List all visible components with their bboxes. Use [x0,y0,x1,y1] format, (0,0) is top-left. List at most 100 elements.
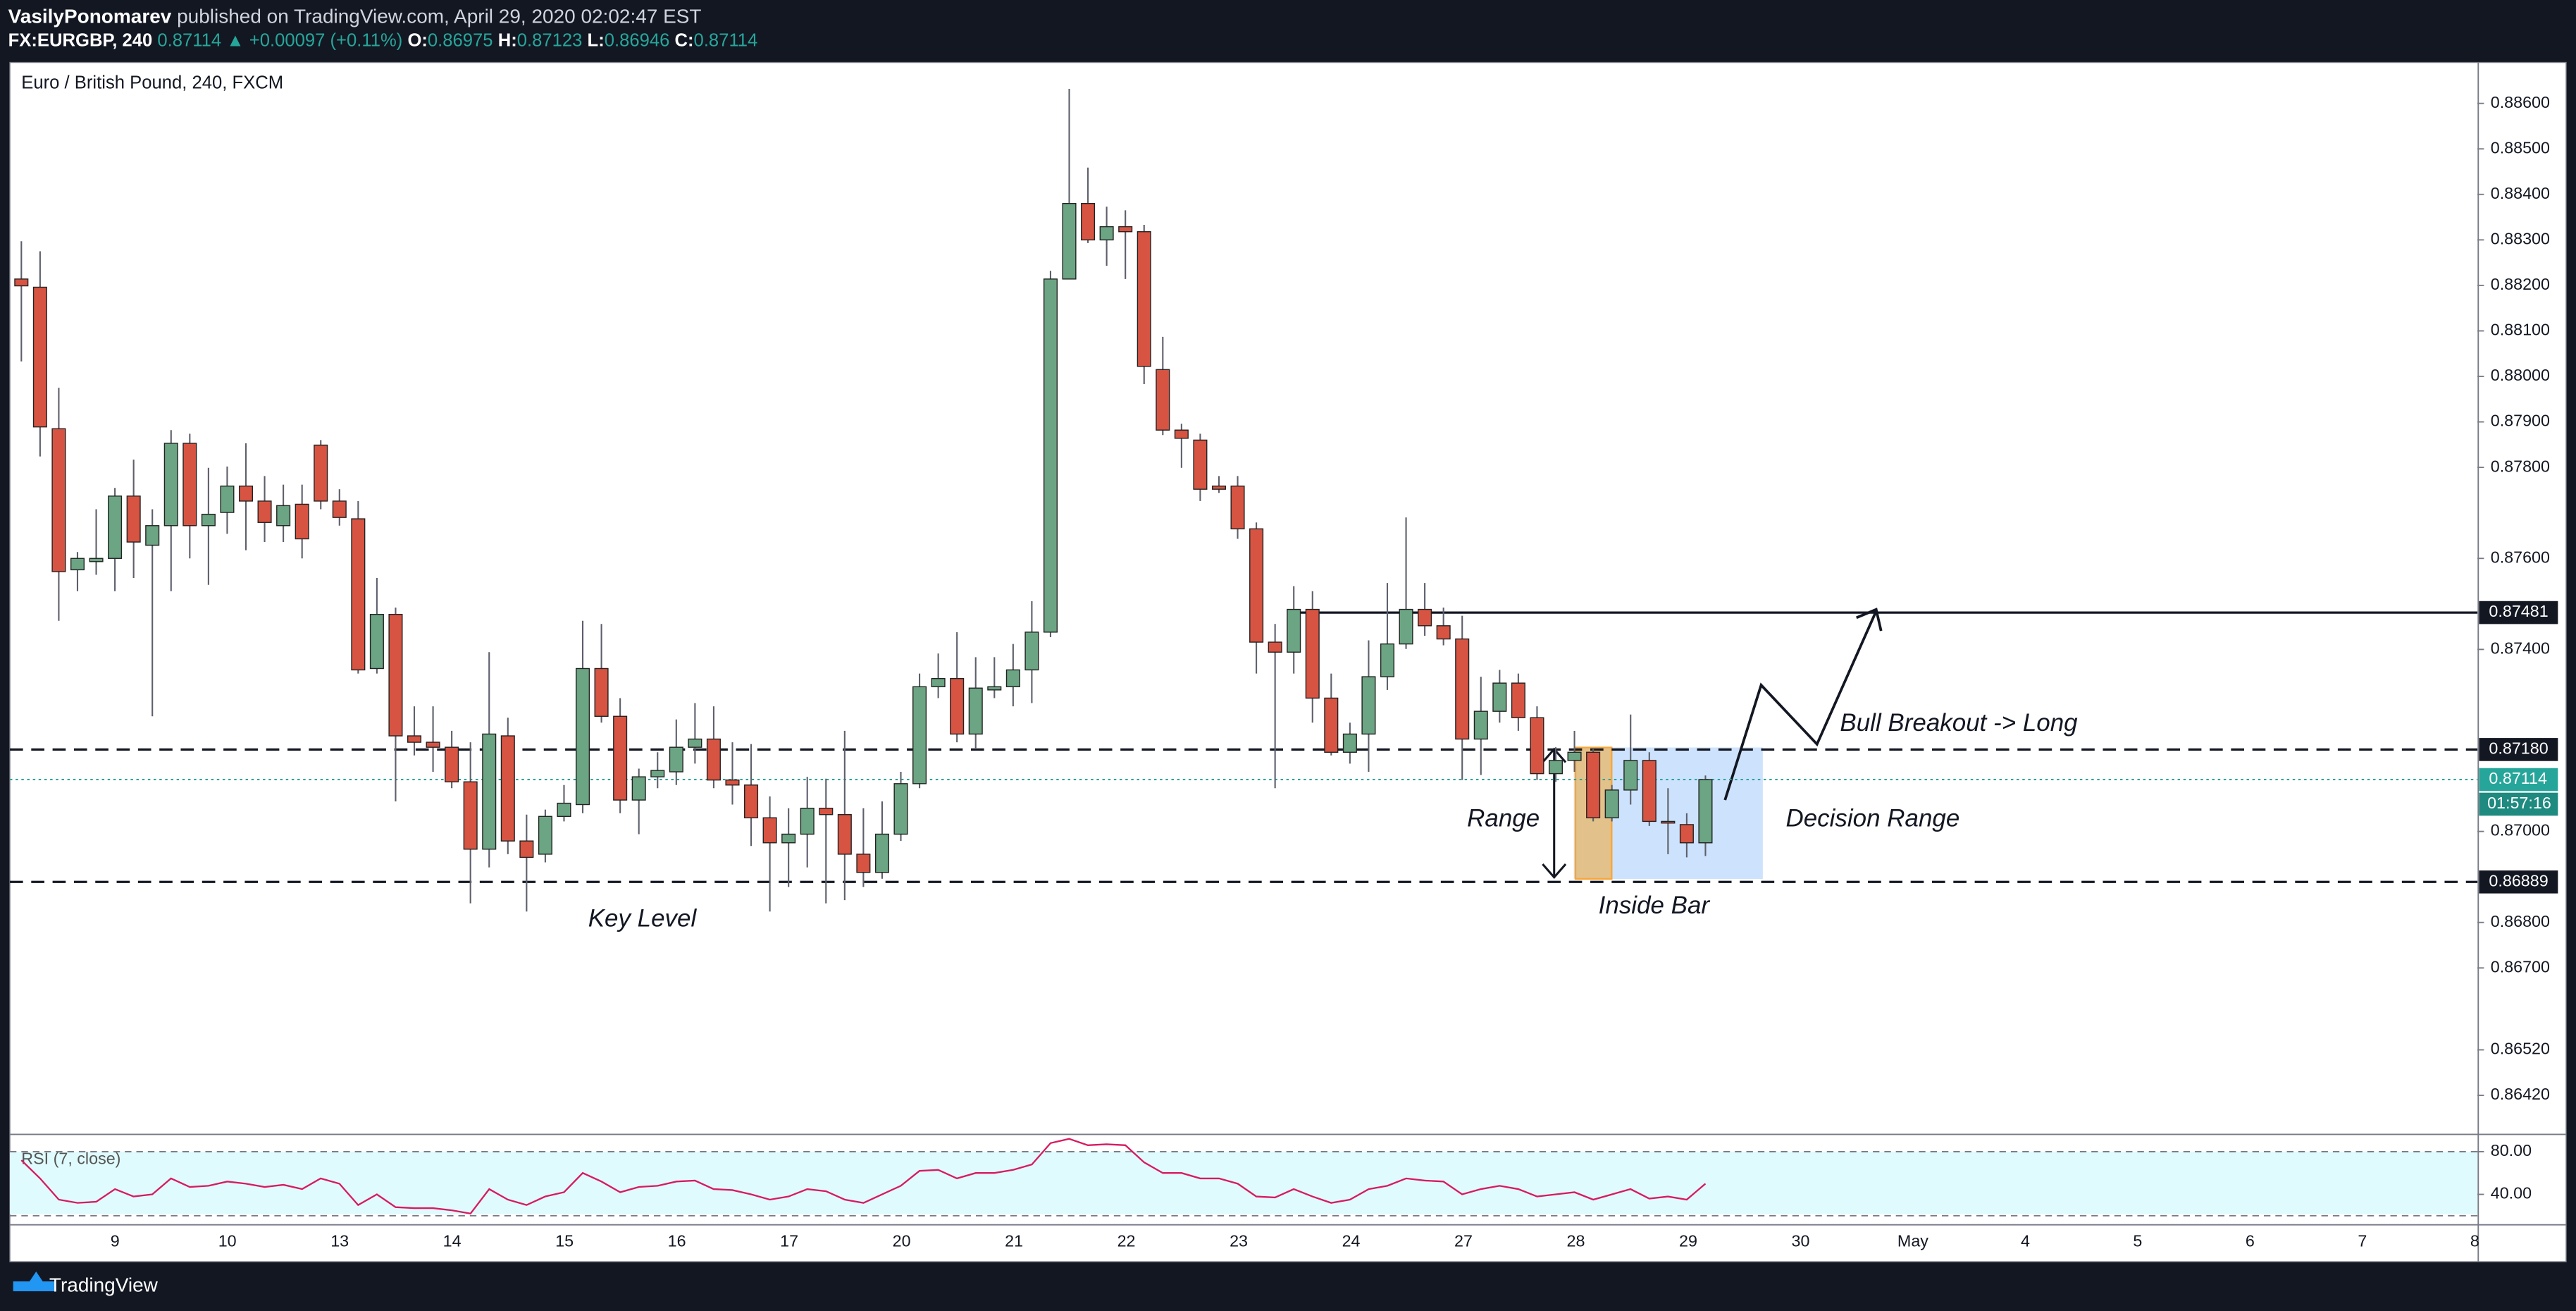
candle-body [1287,608,1301,653]
y-tick-label: 0.88300 [2491,230,2550,248]
annotation: Inside Bar [1599,892,1711,919]
author: VasilyPonomarev [8,6,172,27]
candle-body [631,776,646,801]
candle-body [1567,751,1582,761]
change: ▲ +0.00097 (+0.11%) [226,30,402,50]
candle-body [1436,625,1451,640]
candle-body [108,496,123,559]
candle-body [1081,203,1096,241]
candle-body [1043,278,1058,633]
y-tick-label: 0.88600 [2491,93,2550,111]
chart-area [9,61,2567,1262]
last-price: 0.87114 [157,30,221,50]
candle-body [500,735,515,842]
candle-body [1492,682,1507,712]
candle-body [1361,676,1376,735]
candle-body [1118,226,1133,233]
candle-body [1623,760,1638,791]
x-tick-label: 9 [111,1231,120,1250]
y-tick-label: 0.88500 [2491,138,2550,156]
candle-body [576,667,590,806]
candle-body [1661,820,1676,824]
level-label-box [2479,738,2558,761]
candle-body [1586,751,1601,818]
level-label-box [2479,768,2558,792]
header-line: VasilyPonomarev published on TradingView… [8,6,702,27]
candle-body [1511,682,1525,718]
candle-body [51,428,66,572]
candle-body [351,518,366,671]
candle-body [388,613,403,737]
candle-body [163,443,178,527]
rsi-tick-label: 80.00 [2491,1141,2532,1159]
candle-body [557,802,571,817]
x-tick-label: 16 [668,1231,686,1250]
rsi-title: RSI (7, close) [21,1150,120,1168]
candle-body [257,500,272,523]
candle-body [1698,779,1713,844]
marks: 0.86420 0.86520 0.86700 0.86800 0.87000 0.874… [9,89,2558,1250]
level-label-box [2479,870,2558,894]
y-tick-label: 0.88000 [2491,366,2550,384]
level-label: 0.87180 [2489,739,2548,758]
x-tick-label: May [1897,1231,1928,1250]
candle-body [725,779,740,786]
annotation: Key Level [588,905,698,933]
candle-body [744,784,759,818]
candle-body [1249,528,1264,643]
candle-body [1174,429,1189,439]
candle-body [32,286,47,428]
candle-body [1380,643,1395,677]
x-tick-label: 13 [330,1231,349,1250]
ohlc-key: H: [498,30,517,50]
candle-body [1193,439,1208,490]
candle-body [968,687,983,735]
level-label: 0.87114 [2489,769,2547,787]
candle-body [1268,641,1282,653]
candle-body [893,783,908,835]
annotation: Range [1467,804,1540,832]
x-tick-label: 5 [2133,1231,2142,1250]
x-tick-label: 17 [780,1231,798,1250]
x-tick-label: 27 [1454,1231,1473,1250]
x-tick-label: 23 [1230,1231,1248,1250]
candle-body [931,677,946,688]
candle-body [89,558,104,562]
y-tick-label: 0.86800 [2491,912,2550,930]
y-tick-label: 0.88400 [2491,184,2550,202]
x-tick-label: 24 [1342,1231,1361,1250]
x-tick-label: 15 [555,1231,574,1250]
candle-body [407,735,422,743]
candle-body [1548,760,1563,775]
ohlc-value: 0.87123 [517,30,583,50]
candle-body [1679,824,1694,844]
candle-body [482,733,497,850]
candle-body [463,781,478,850]
x-tick-label: 22 [1117,1231,1136,1250]
candle-body [706,738,721,781]
y-tick-label: 0.86420 [2491,1085,2550,1103]
candle-body [276,505,291,527]
annotation: Decision Range [1785,804,1959,832]
x-tick-label: 21 [1005,1231,1023,1250]
candle-body [201,513,216,527]
y-tick-label: 0.86700 [2491,957,2550,975]
ohlc-value: 0.87114 [694,30,758,50]
candle-body [1099,226,1114,241]
x-tick-label: 30 [1792,1231,1810,1250]
level-label-box [2479,601,2558,624]
x-tick-label: 7 [2358,1231,2367,1250]
candle-body [1156,369,1170,431]
candle-body [220,485,235,513]
candle-body [688,738,702,748]
x-tick-label: 4 [2021,1231,2030,1250]
brand: TradingView [49,1274,159,1295]
candle-body [1473,710,1488,740]
candle-body [987,686,1002,691]
y-tick-label: 0.87900 [2491,412,2550,430]
candle-body [1305,608,1320,699]
y-tick-label: 0.87600 [2491,548,2550,566]
x-tick-label: 29 [1679,1231,1697,1250]
breakout-path [1723,608,1883,801]
